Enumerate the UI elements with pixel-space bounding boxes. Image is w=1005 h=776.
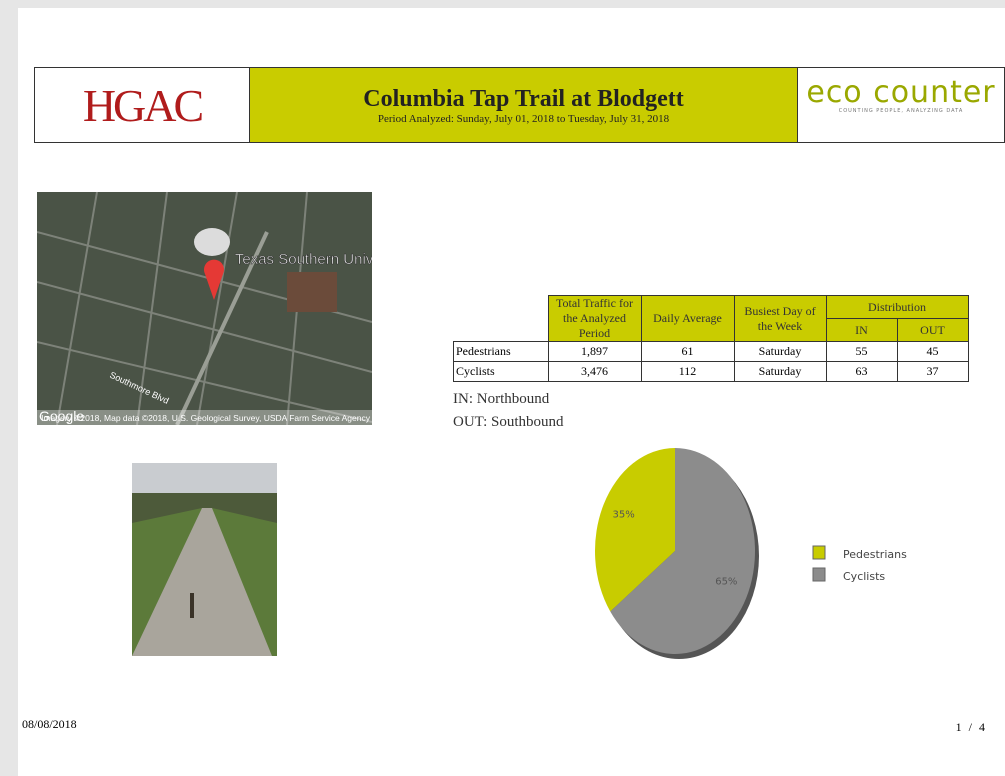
table-cell: 63: [826, 362, 897, 382]
subheader-cell: IN: [826, 319, 897, 342]
table-cell: Saturday: [734, 362, 826, 382]
legend-label: Cyclists: [843, 570, 885, 583]
trail-photo: [132, 463, 277, 656]
title-cell: Columbia Tap Trail at Blodgett Period An…: [250, 68, 798, 142]
footer-date: 08/08/2018: [22, 717, 77, 732]
legend-swatch: [813, 568, 825, 581]
header-cell: Total Traffic for the Analyzed Period: [548, 296, 641, 342]
table-cell: 55: [826, 342, 897, 362]
row-label: Cyclists: [454, 362, 549, 382]
slice-label: 35%: [613, 509, 635, 520]
title: Columbia Tap Trail at Blodgett: [250, 86, 797, 113]
map: Texas Southern University Southmore Blvd…: [37, 192, 372, 425]
report-header: HGAC Columbia Tap Trail at Blodgett Peri…: [34, 67, 1005, 143]
table-cell: 1,897: [548, 342, 641, 362]
legend-label: Pedestrians: [843, 548, 907, 561]
page-number: 1 / 4: [956, 720, 985, 735]
map-place-label: Texas Southern University: [235, 251, 372, 268]
header-cell: Distribution: [826, 296, 968, 319]
table-cell: 3,476: [548, 362, 641, 382]
header-cell: Daily Average: [641, 296, 734, 342]
eco-counter-name: eco counter: [798, 78, 1004, 108]
note: OUT: Southbound: [453, 414, 564, 431]
table-cell: 45: [897, 342, 968, 362]
stadium: [194, 228, 230, 256]
body: HGAC Columbia Tap Trail at Blodgett Peri…: [0, 0, 1005, 776]
subheader-cell: OUT: [897, 319, 968, 342]
eco-counter-logo: eco counter COUNTING PEOPLE, ANALYZING D…: [798, 68, 1004, 142]
field: [287, 272, 337, 312]
note: IN: Northbound: [453, 391, 549, 408]
hgac-logo: HGAC: [35, 68, 250, 142]
header-cell: Busiest Day of the Week: [734, 296, 826, 342]
page: HGAC Columbia Tap Trail at Blodgett Peri…: [18, 8, 1005, 776]
legend-swatch: [813, 546, 825, 559]
row-label: Pedestrians: [454, 342, 549, 362]
slice-label: 65%: [715, 577, 737, 588]
table-cell: 112: [641, 362, 734, 382]
pie-chart: 35% Pedestrians 65% Cyclists: [558, 448, 918, 688]
table-cell: 37: [897, 362, 968, 382]
table-cell: 61: [641, 342, 734, 362]
subtitle: Period Analyzed: Sunday, July 01, 2018 t…: [250, 113, 797, 125]
table-cell: Saturday: [734, 342, 826, 362]
traffic-table: Total Traffic for the Analyzed Period Da…: [453, 295, 969, 382]
map-attribution: Imagery ©2018, Map data ©2018, U.S. Geol…: [41, 413, 371, 423]
